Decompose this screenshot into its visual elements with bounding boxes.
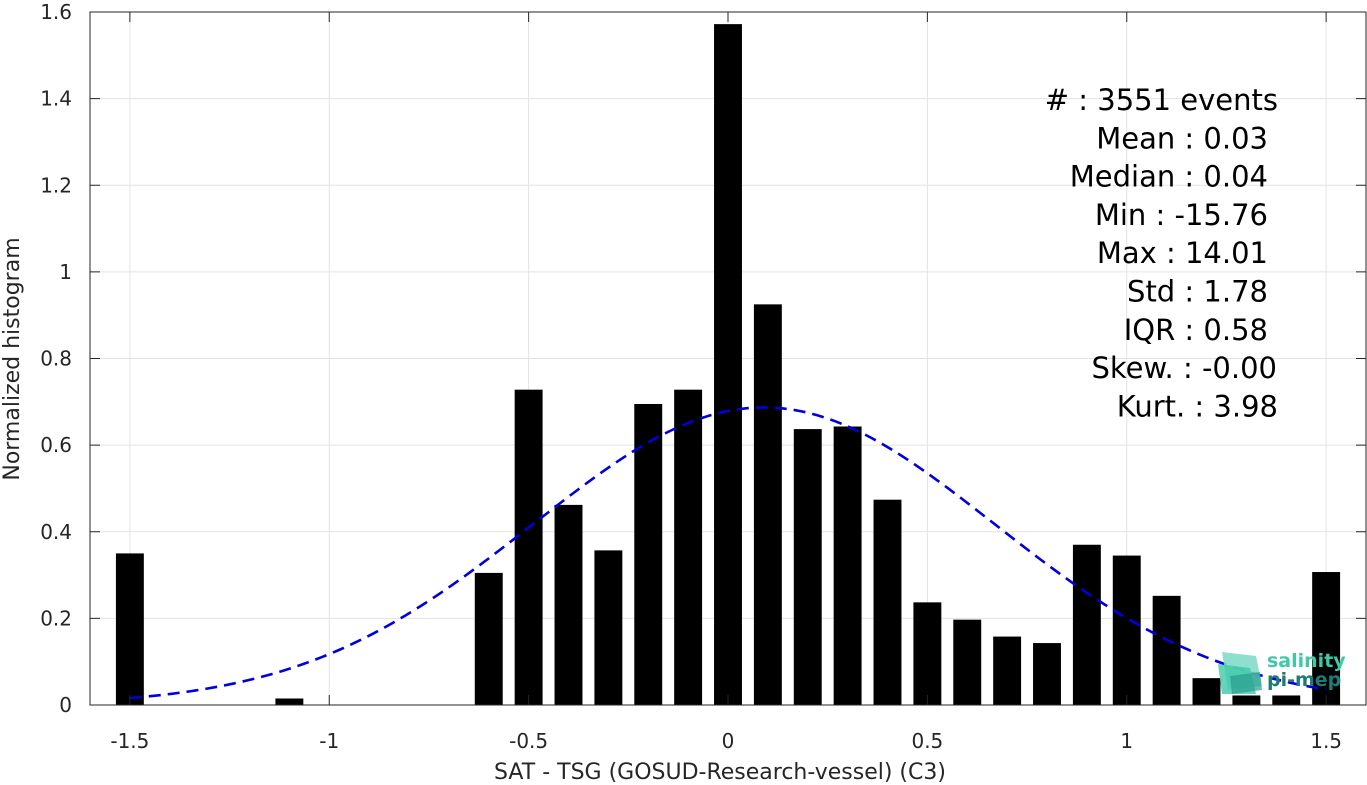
histogram-bar: [514, 389, 543, 705]
salinity-pi-mep-logo: salinity pi-mep: [1218, 650, 1346, 694]
histogram-bar: [1232, 695, 1261, 705]
histogram-bar: [115, 553, 144, 705]
y-tick-label: 1.4: [40, 87, 72, 111]
stats-line: IQR : 0.58: [1124, 313, 1268, 347]
histogram-bar: [833, 426, 862, 705]
logo-mark-icon: [1218, 652, 1262, 694]
stats-line: Median : 0.04: [1070, 160, 1268, 194]
x-tick-label: 1.5: [1310, 729, 1342, 753]
histogram-bar: [873, 499, 902, 705]
histogram-bar: [634, 403, 663, 705]
stats-line: Kurt. : 3.98: [1117, 389, 1278, 423]
stats-line: # : 3551 events: [1045, 83, 1278, 117]
histogram-bar: [714, 24, 742, 705]
y-tick-label: 0: [59, 693, 72, 717]
y-tick-label: 0.8: [40, 347, 72, 371]
histogram-bar: [953, 619, 982, 705]
x-tick-label: 1: [1120, 729, 1133, 753]
histogram-bars: [115, 24, 1341, 705]
histogram-bar: [594, 550, 623, 705]
histogram-bar: [913, 602, 942, 705]
logo-line2: pi-mep: [1267, 669, 1341, 691]
x-tick-label: 0.5: [911, 729, 943, 753]
histogram-bar: [1152, 595, 1181, 705]
stats-line: Std : 1.78: [1127, 275, 1268, 309]
x-tick-label: -1: [319, 729, 339, 753]
histogram-bar: [993, 636, 1022, 705]
x-tick-label: 0: [722, 729, 735, 753]
y-tick-labels: 0 0.2 0.4 0.6 0.8 1 1.2 1.4 1.6: [40, 0, 72, 717]
logo-line1: salinity: [1267, 650, 1346, 672]
stats-line: Mean : 0.03: [1096, 121, 1268, 155]
x-tick-labels: -1.5 -1 -0.5 0 0.5 1 1.5: [110, 729, 1342, 753]
histogram-bar: [275, 698, 304, 705]
y-tick-label: 0.4: [40, 520, 72, 544]
y-tick-label: 1.2: [40, 173, 72, 197]
stats-line: Max : 14.01: [1097, 236, 1268, 270]
histogram-bar: [1033, 643, 1061, 705]
stats-line: Min : -15.76: [1095, 198, 1268, 232]
histogram-bar: [1112, 555, 1141, 705]
x-axis-label: SAT - TSG (GOSUD-Research-vessel) (C3): [494, 760, 946, 785]
y-tick-label: 0.6: [40, 433, 72, 457]
histogram-bar: [1272, 695, 1301, 705]
histogram-bar: [674, 389, 703, 705]
histogram-bar: [554, 504, 583, 705]
y-tick-label: 1.6: [40, 0, 72, 24]
y-tick-label: 1: [59, 260, 72, 284]
stats-line: Skew. : -0.00: [1091, 351, 1277, 385]
histogram-bar: [793, 429, 822, 705]
x-tick-label: -0.5: [509, 729, 548, 753]
x-tick-label: -1.5: [110, 729, 149, 753]
histogram-bar: [1192, 678, 1221, 705]
statistics-annotation: # : 3551 events Mean : 0.03 Median : 0.04 M…: [1045, 83, 1278, 423]
y-tick-label: 0.2: [40, 606, 72, 630]
histogram-bar: [1072, 544, 1101, 705]
gaussian-fit-curve: [129, 406, 1327, 700]
axis-ticks: [90, 11, 1366, 706]
histogram-bar: [1312, 572, 1341, 705]
histogram-bar: [753, 304, 782, 705]
histogram-bar: [474, 572, 503, 705]
y-axis-label: Normalized histogram: [0, 237, 25, 480]
